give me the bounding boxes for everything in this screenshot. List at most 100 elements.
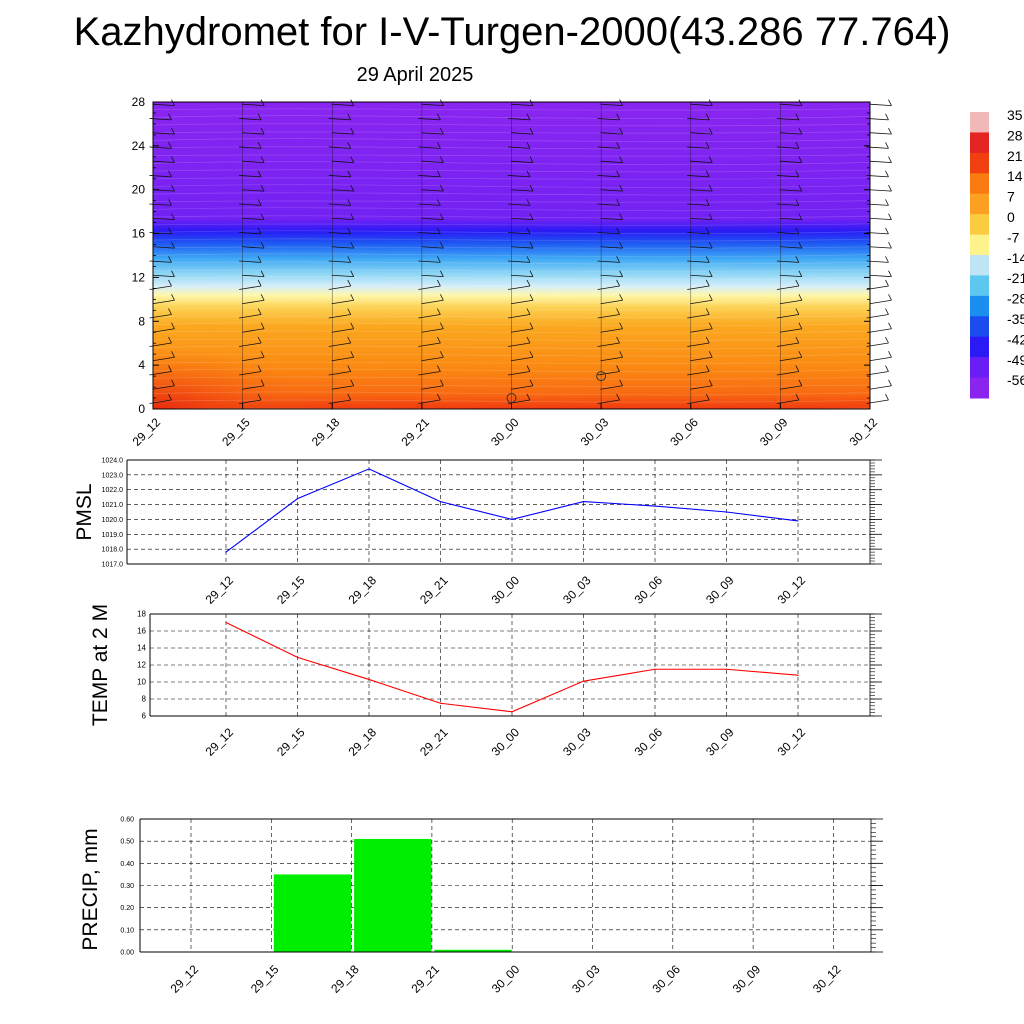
colorbar-swatch <box>970 295 989 317</box>
x-tick-label: 30_06 <box>632 573 666 607</box>
wind-barb-flag <box>616 308 620 315</box>
wind-barb-flag <box>257 308 262 315</box>
wind-barb-flag <box>705 170 710 178</box>
wind-barb-flag <box>708 241 713 249</box>
contour-line <box>152 215 871 219</box>
wind-barb <box>152 328 175 333</box>
wind-barb-flag <box>526 170 531 178</box>
wind-barb-flag <box>347 256 352 263</box>
wind-barb-flag <box>171 322 175 329</box>
wind-barb-flag <box>795 170 800 178</box>
wind-barb-flag <box>708 213 713 220</box>
y-tick-label: 28 <box>132 95 146 109</box>
wind-barb-flag <box>888 270 892 277</box>
colorbar-swatch <box>970 214 989 236</box>
wind-barb-flag <box>795 199 800 206</box>
wind-barb-flag <box>168 199 172 206</box>
wind-barb-flag <box>171 156 175 163</box>
colorbar-label: 35 <box>1007 107 1023 123</box>
wind-barb <box>421 103 444 106</box>
wind-barb <box>510 160 534 164</box>
wind-barb <box>600 132 623 135</box>
wind-barb-flag <box>529 213 534 220</box>
wind-barb-flag <box>885 308 889 315</box>
wind-barb <box>690 217 713 221</box>
y-tick-label: 1017.0 <box>102 562 124 569</box>
wind-barb <box>690 299 713 305</box>
pmsl-line-chart: 1017.0 1018.0 1019.0 1020.0 1021.0 1022.0 1023… <box>73 458 882 607</box>
wind-barb <box>242 246 265 249</box>
colorbar-label: 28 <box>1007 127 1023 143</box>
wind-barb <box>242 132 265 135</box>
wind-barb-flag <box>440 184 444 192</box>
wind-barb-flag <box>257 365 262 372</box>
wind-barb <box>242 274 265 278</box>
wind-barb-flag <box>257 279 262 287</box>
wind-barb-flag <box>260 322 265 329</box>
wind-barb <box>421 356 444 362</box>
wind-barb-flag <box>526 256 531 263</box>
wind-barb-flag <box>616 142 620 149</box>
wind-barb-flag <box>347 393 352 401</box>
contour-line <box>152 238 871 242</box>
wind-barb-flag <box>171 213 175 220</box>
wind-barb-flag <box>616 279 620 287</box>
precip-bar <box>354 838 432 952</box>
x-tick-label: 29_12 <box>203 573 237 607</box>
wind-barb-flag <box>350 351 355 358</box>
y-tick-label: 20 <box>132 183 146 197</box>
y-tick-label: 1019.0 <box>102 532 124 539</box>
contour-line <box>152 200 871 203</box>
y-tick-label: 18 <box>137 610 146 619</box>
contour-line <box>152 253 871 258</box>
wind-barb <box>331 246 354 249</box>
wind-barb <box>869 385 892 390</box>
y-tick-label: 0.10 <box>120 927 134 934</box>
data-point <box>368 678 370 681</box>
wind-barb-flag <box>888 294 892 301</box>
wind-barb-flag <box>257 113 262 121</box>
wind-barb-flag <box>619 213 623 220</box>
colorbar-label: 21 <box>1007 148 1023 164</box>
wind-barb-flag <box>795 113 800 121</box>
x-tick-label: 30_06 <box>632 725 666 759</box>
contour-line <box>152 315 871 318</box>
wind-barb-flag <box>529 241 534 249</box>
contour-line <box>152 338 871 341</box>
wind-barb-flag <box>171 270 175 277</box>
data-point <box>368 468 370 470</box>
wind-barb <box>869 299 892 305</box>
x-tick-label: 30_00 <box>489 573 523 607</box>
y-tick-label: 0.30 <box>120 883 134 890</box>
wind-barb-flag <box>616 199 620 206</box>
wind-barb <box>869 189 892 192</box>
wind-barb-flag <box>168 113 172 121</box>
contour-line <box>152 384 871 387</box>
temp-line-chart: 6 8 10 12 14 16 18 29_12 29_15 29_18 29_21 30_00 30_… <box>89 604 882 759</box>
calm-circle <box>506 393 517 404</box>
wind-barb <box>242 385 265 390</box>
wind-barb <box>779 103 802 106</box>
wind-barb-flag <box>619 379 623 386</box>
wind-barb-flag <box>350 156 355 163</box>
wind-barb-flag <box>705 336 710 344</box>
wind-barb <box>331 274 354 278</box>
wind-barb-flag <box>705 256 710 263</box>
colorbar-label: -35 <box>1007 311 1024 327</box>
wind-barb-flag <box>888 184 892 192</box>
contour-line <box>152 207 871 212</box>
x-tick-label: 30_00 <box>489 725 523 759</box>
wind-barb-flag <box>705 199 710 206</box>
wind-barb <box>869 246 892 249</box>
x-tick-label: 29_21 <box>417 725 451 759</box>
wind-barb-flag <box>888 127 892 135</box>
wind-barb-flag <box>705 142 710 149</box>
wind-barb-flag <box>168 227 172 235</box>
wind-barb <box>152 356 175 362</box>
wind-barb-flag <box>257 227 262 235</box>
wind-barb-flag <box>885 199 889 206</box>
y-tick-label: 1024.0 <box>102 458 124 465</box>
temperature-cross-section: 0 4 8 12 16 20 24 28 29_12 29_15 29_18 29_21 30_00 30… <box>130 95 892 449</box>
wind-barb <box>421 328 444 333</box>
x-tick-label: 29_12 <box>168 962 202 996</box>
